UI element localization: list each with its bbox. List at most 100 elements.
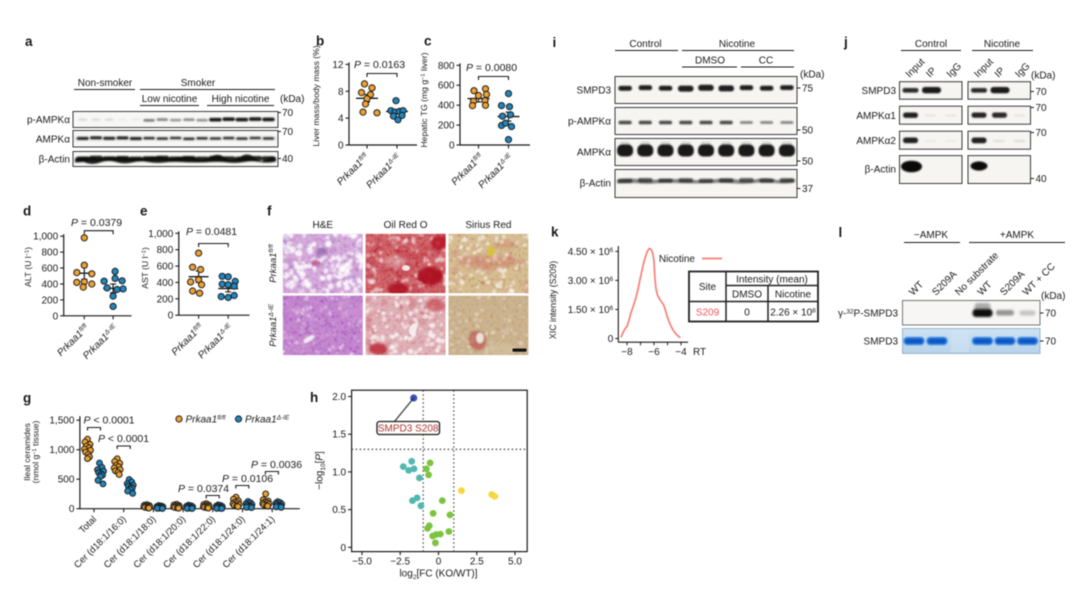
svg-text:CC: CC bbox=[759, 56, 773, 67]
svg-text:40: 40 bbox=[282, 154, 294, 165]
svg-text:(kDa): (kDa) bbox=[800, 70, 824, 81]
svg-text:Prkaa1Δ-IE: Prkaa1Δ-IE bbox=[268, 303, 279, 346]
svg-text:Smoker: Smoker bbox=[181, 78, 216, 89]
svg-text:0: 0 bbox=[69, 504, 75, 515]
svg-text:0: 0 bbox=[744, 307, 750, 318]
svg-text:P = 0.0080: P = 0.0080 bbox=[466, 62, 517, 74]
svg-text:−AMPK: −AMPK bbox=[914, 230, 949, 241]
svg-text:−5.0: −5.0 bbox=[352, 557, 372, 568]
svg-text:P < 0.0001: P < 0.0001 bbox=[84, 415, 135, 427]
svg-text:Non-smoker: Non-smoker bbox=[78, 78, 133, 89]
svg-text:SMPD3: SMPD3 bbox=[862, 86, 897, 97]
svg-text:e: e bbox=[140, 204, 148, 219]
svg-text:P = 0.0379: P = 0.0379 bbox=[71, 217, 122, 229]
svg-text:(kDa): (kDa) bbox=[1041, 291, 1065, 302]
svg-text:RT: RT bbox=[693, 347, 706, 358]
svg-text:Intensity (mean): Intensity (mean) bbox=[736, 274, 808, 285]
svg-text:1.0: 1.0 bbox=[332, 467, 346, 478]
svg-text:P = 0.0163: P = 0.0163 bbox=[354, 59, 405, 71]
svg-text:+AMPK: +AMPK bbox=[1000, 230, 1035, 241]
svg-text:12: 12 bbox=[332, 60, 344, 71]
svg-text:p-AMPKα: p-AMPKα bbox=[27, 115, 70, 126]
svg-text:l: l bbox=[839, 225, 843, 240]
svg-text:h: h bbox=[310, 390, 318, 405]
svg-text:8: 8 bbox=[338, 87, 344, 98]
svg-text:c: c bbox=[424, 34, 432, 49]
svg-text:0: 0 bbox=[341, 543, 347, 554]
svg-text:β-Actin: β-Actin bbox=[39, 155, 70, 166]
svg-text:b: b bbox=[316, 34, 324, 49]
svg-text:β-Actin: β-Actin bbox=[580, 179, 611, 190]
svg-text:70: 70 bbox=[282, 127, 294, 138]
svg-text:Prkaa1Δ-IE: Prkaa1Δ-IE bbox=[245, 414, 290, 425]
svg-text:4: 4 bbox=[338, 114, 344, 125]
svg-text:1.5: 1.5 bbox=[332, 430, 346, 441]
svg-text:50: 50 bbox=[802, 126, 814, 137]
svg-text:5.0: 5.0 bbox=[508, 557, 522, 568]
svg-text:β-Actin: β-Actin bbox=[865, 165, 896, 176]
svg-text:Control: Control bbox=[915, 39, 947, 50]
svg-text:400: 400 bbox=[438, 101, 455, 112]
svg-text:1,000: 1,000 bbox=[33, 232, 58, 243]
svg-text:P < 0.0001: P < 0.0001 bbox=[98, 433, 149, 445]
svg-text:Prkaa1fl/fl: Prkaa1fl/fl bbox=[268, 244, 279, 283]
svg-text:Nicotine: Nicotine bbox=[719, 39, 756, 50]
svg-text:4.50 × 106: 4.50 × 106 bbox=[568, 247, 614, 258]
svg-text:(kDa): (kDa) bbox=[1031, 71, 1055, 82]
svg-text:0: 0 bbox=[53, 311, 59, 322]
svg-text:γ-32P-SMPD3: γ-32P-SMPD3 bbox=[838, 309, 898, 320]
svg-text:600: 600 bbox=[438, 81, 455, 92]
svg-text:70: 70 bbox=[1036, 103, 1048, 114]
svg-text:0: 0 bbox=[608, 334, 614, 345]
svg-text:400: 400 bbox=[42, 280, 59, 291]
svg-text:(kDa): (kDa) bbox=[280, 94, 304, 105]
svg-text:70: 70 bbox=[1036, 87, 1048, 98]
svg-text:400: 400 bbox=[157, 278, 174, 289]
svg-text:70: 70 bbox=[1045, 337, 1057, 348]
svg-text:1,000: 1,000 bbox=[49, 445, 74, 456]
svg-text:600: 600 bbox=[157, 262, 174, 273]
svg-text:XIC intensity (S209): XIC intensity (S209) bbox=[548, 261, 558, 339]
svg-text:500: 500 bbox=[58, 475, 75, 486]
svg-text:1.50 × 106: 1.50 × 106 bbox=[568, 305, 614, 316]
svg-text:40: 40 bbox=[1036, 174, 1048, 185]
svg-text:−8: −8 bbox=[621, 347, 633, 358]
svg-text:d: d bbox=[23, 204, 31, 219]
svg-text:3.00 × 106: 3.00 × 106 bbox=[568, 276, 614, 287]
svg-text:50: 50 bbox=[802, 157, 814, 168]
svg-text:P = 0.0106: P = 0.0106 bbox=[222, 473, 273, 485]
svg-text:AMPKα: AMPKα bbox=[36, 135, 70, 146]
svg-text:H&E: H&E bbox=[313, 220, 334, 231]
svg-text:Low nicotine: Low nicotine bbox=[142, 94, 198, 105]
svg-text:Site: Site bbox=[699, 282, 717, 293]
svg-text:0: 0 bbox=[168, 311, 174, 322]
svg-text:f: f bbox=[267, 204, 272, 219]
svg-text:i: i bbox=[553, 35, 557, 50]
svg-text:Prkaa1fl/fl: Prkaa1fl/fl bbox=[186, 414, 227, 425]
svg-text:DMSO: DMSO bbox=[695, 56, 725, 67]
svg-text:Liver mass/body mass (%): Liver mass/body mass (%) bbox=[311, 45, 321, 146]
svg-text:−6: −6 bbox=[648, 347, 660, 358]
svg-text:AMPKα2: AMPKα2 bbox=[856, 136, 896, 147]
svg-text:37: 37 bbox=[802, 184, 814, 195]
svg-text:Sirius Red: Sirius Red bbox=[465, 220, 511, 231]
svg-text:0: 0 bbox=[436, 557, 442, 568]
svg-text:AST (U l−1): AST (U l−1) bbox=[140, 247, 150, 289]
svg-text:AMPKα: AMPKα bbox=[577, 148, 611, 159]
svg-text:−log10[P]: −log10[P] bbox=[315, 451, 328, 490]
svg-text:P = 0.0481: P = 0.0481 bbox=[186, 226, 237, 238]
svg-text:2.0: 2.0 bbox=[332, 392, 346, 403]
svg-text:800: 800 bbox=[42, 248, 59, 259]
svg-text:70: 70 bbox=[1036, 128, 1048, 139]
svg-text:75: 75 bbox=[802, 84, 814, 95]
svg-text:ALT (U l−1): ALT (U l−1) bbox=[23, 247, 33, 287]
svg-text:log2[FC (KO/WT)]: log2[FC (KO/WT)] bbox=[399, 569, 477, 582]
svg-text:Nicotine: Nicotine bbox=[984, 39, 1021, 50]
svg-text:70: 70 bbox=[282, 108, 294, 119]
svg-text:70: 70 bbox=[1045, 309, 1057, 320]
svg-text:800: 800 bbox=[157, 245, 174, 256]
svg-text:1,000: 1,000 bbox=[148, 229, 173, 240]
svg-text:S209: S209 bbox=[696, 307, 720, 318]
svg-text:p-AMPKα: p-AMPKα bbox=[568, 117, 611, 128]
svg-text:g: g bbox=[23, 391, 31, 406]
